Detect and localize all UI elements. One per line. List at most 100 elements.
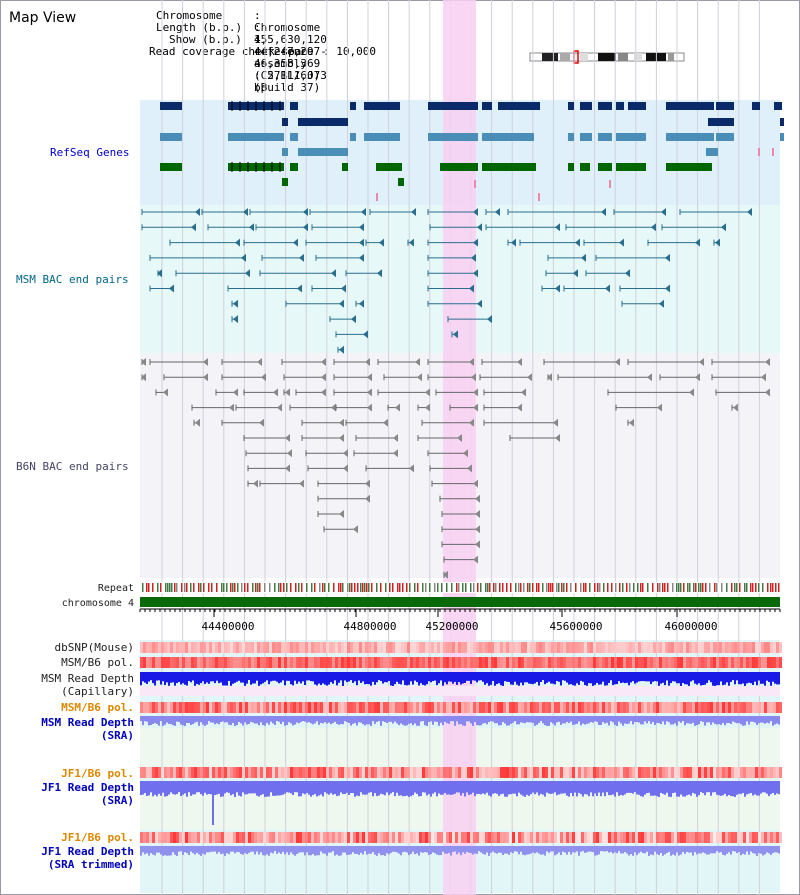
bac-pair <box>731 403 738 412</box>
bac-pair <box>289 403 336 412</box>
refseq-genes-track[interactable] <box>160 101 784 201</box>
bac-pair <box>163 373 208 382</box>
msm-bac-label: MSM BAC end pairs <box>16 273 129 286</box>
jf1-b6-pol-label: JF1/B6 pol. <box>61 767 134 780</box>
bac-pair <box>175 269 250 278</box>
bac-pair <box>659 373 700 382</box>
bac-pair <box>235 403 282 412</box>
gene-exon <box>428 133 478 141</box>
b6n-bac-pairs-track[interactable] <box>141 358 770 579</box>
bac-pair <box>427 208 478 216</box>
read-depth-tracks <box>140 672 780 856</box>
gene-exon <box>616 163 646 171</box>
msm-b6-pol-2-label: MSM/B6 pol. <box>61 701 134 714</box>
bac-pair <box>585 269 630 278</box>
bac-pair <box>507 238 516 247</box>
gene-exon <box>364 133 400 141</box>
ruler-tick-label: 44800000 <box>344 620 397 633</box>
msm-bac-pairs-track[interactable] <box>141 208 752 354</box>
bac-pair <box>679 208 752 216</box>
bac-pair <box>619 284 670 293</box>
bac-pair <box>333 358 370 366</box>
bac-pair <box>295 388 326 397</box>
gene-marker <box>609 180 611 188</box>
jf1-b6-pol-2-label: JF1/B6 pol. <box>61 831 134 844</box>
jf1-depth-sra <box>140 781 780 825</box>
bac-pair <box>443 570 448 579</box>
bac-pair <box>417 403 430 412</box>
bac-pair <box>311 284 346 293</box>
bac-pair <box>283 373 326 382</box>
bac-pair <box>355 434 398 442</box>
bac-pair <box>243 238 298 247</box>
bac-pair <box>221 418 264 427</box>
gene-exon <box>342 163 348 171</box>
bac-pair <box>305 449 348 458</box>
gene-exon <box>498 102 540 110</box>
bac-pair <box>141 373 146 382</box>
jf1-depth-sra-line1: JF1 Read Depth <box>41 781 134 794</box>
bac-pair <box>451 330 458 339</box>
bac-pair <box>713 238 720 247</box>
gene-marker <box>758 148 760 156</box>
dbsnp-label: dbSNP(Mouse) <box>54 641 134 654</box>
bac-pair <box>483 418 558 427</box>
gene-exon <box>706 148 718 156</box>
bac-pair <box>259 479 304 488</box>
gene-exon <box>716 102 734 110</box>
bac-pair <box>387 403 400 412</box>
polymorphism-heat-tracks <box>140 642 782 843</box>
gene-exon <box>364 102 400 110</box>
gene-exon <box>228 133 284 141</box>
bac-pair <box>435 388 478 397</box>
gene-row <box>160 133 784 141</box>
gene-exon <box>440 163 478 171</box>
bac-pair <box>245 449 292 458</box>
bac-pair <box>221 358 262 366</box>
bac-pair <box>243 434 290 442</box>
bac-pair <box>417 434 462 442</box>
bac-pair <box>309 208 366 216</box>
bac-pair <box>427 253 476 262</box>
jf1-depth-trimmed-label: JF1 Read Depth (SRA trimmed) <box>10 845 134 871</box>
selected-region-highlight[interactable] <box>443 0 476 895</box>
jf1-depth-sra-label: JF1 Read Depth (SRA) <box>10 781 134 807</box>
gene-exon <box>580 102 592 110</box>
bac-pair <box>191 403 234 412</box>
bac-pair <box>431 479 478 488</box>
jf1-depth-trimmed-line1: JF1 Read Depth <box>41 845 134 858</box>
gene-exon <box>616 133 646 141</box>
gene-exon <box>568 133 574 141</box>
gene-exon <box>290 102 298 110</box>
bac-pair <box>621 299 664 308</box>
gene-exon <box>160 102 182 110</box>
length-key: Length (b.p.) <box>156 21 243 34</box>
bac-pair <box>259 269 336 278</box>
gene-exon <box>482 102 492 110</box>
bac-pair <box>283 388 290 397</box>
jf1-depth-trimmed-line2: (SRA trimmed) <box>47 858 134 871</box>
page-title: Map View <box>9 10 77 26</box>
gene-exon <box>160 133 182 141</box>
bac-pair <box>255 223 308 232</box>
bac-pair <box>441 540 480 549</box>
bac-pair <box>485 208 500 216</box>
gene-exon <box>708 118 734 126</box>
bac-pair <box>221 373 266 382</box>
bac-pair <box>443 555 478 564</box>
gene-exon <box>398 178 404 186</box>
gene-row <box>282 118 784 126</box>
gene-exon <box>290 163 298 171</box>
bac-pair <box>615 403 662 412</box>
bac-pair <box>281 358 326 366</box>
bac-pair <box>557 373 652 382</box>
gene-exon <box>298 148 348 156</box>
bac-pair <box>543 358 620 366</box>
bac-pair <box>541 284 560 293</box>
bac-pair <box>613 208 666 216</box>
bac-pair <box>547 373 552 382</box>
repeat-track[interactable] <box>140 582 780 593</box>
bac-pair <box>429 464 472 473</box>
bac-pair <box>427 238 478 247</box>
